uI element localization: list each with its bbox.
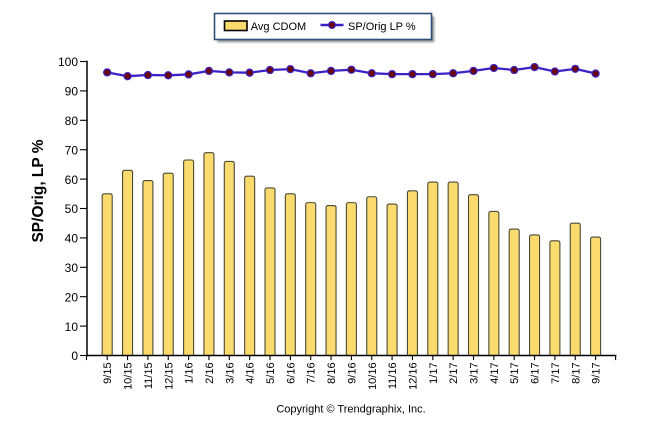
svg-text:2/16: 2/16: [204, 362, 216, 383]
svg-text:6/17: 6/17: [530, 362, 542, 383]
svg-text:2/17: 2/17: [448, 362, 460, 383]
svg-text:0: 0: [71, 349, 78, 363]
svg-text:1/16: 1/16: [184, 362, 196, 383]
svg-text:9/16: 9/16: [346, 362, 358, 383]
svg-text:Copyright © Trendgraphix, Inc.: Copyright © Trendgraphix, Inc.: [276, 403, 425, 415]
svg-text:5/16: 5/16: [265, 362, 277, 383]
svg-text:9/17: 9/17: [591, 362, 603, 383]
svg-text:70: 70: [65, 143, 79, 157]
svg-text:4/16: 4/16: [245, 362, 257, 383]
svg-text:50: 50: [65, 202, 79, 216]
svg-text:9/15: 9/15: [102, 362, 114, 383]
svg-text:11/16: 11/16: [387, 362, 399, 389]
svg-text:6/16: 6/16: [285, 362, 297, 383]
svg-text:10/15: 10/15: [123, 362, 135, 390]
svg-text:10/16: 10/16: [367, 362, 379, 390]
svg-text:11/15: 11/15: [143, 362, 155, 389]
svg-text:3/17: 3/17: [469, 362, 481, 383]
svg-text:1/17: 1/17: [428, 362, 440, 383]
svg-text:SP/Orig LP %: SP/Orig LP %: [348, 21, 416, 33]
svg-text:5/17: 5/17: [509, 362, 521, 383]
svg-text:Avg CDOM: Avg CDOM: [251, 21, 306, 33]
svg-text:60: 60: [65, 173, 79, 187]
svg-text:40: 40: [65, 232, 79, 246]
svg-text:8/16: 8/16: [326, 362, 338, 383]
svg-text:12/15: 12/15: [163, 362, 175, 390]
svg-text:SP/Orig, LP %: SP/Orig, LP %: [30, 139, 47, 242]
svg-text:30: 30: [65, 261, 79, 275]
svg-text:7/17: 7/17: [550, 362, 562, 383]
svg-text:90: 90: [65, 85, 79, 99]
svg-text:10: 10: [65, 320, 79, 334]
svg-text:100: 100: [58, 55, 78, 69]
svg-text:3/16: 3/16: [224, 362, 236, 383]
svg-text:8/17: 8/17: [570, 362, 582, 383]
svg-text:4/17: 4/17: [489, 362, 501, 383]
svg-text:20: 20: [65, 290, 79, 304]
svg-text:80: 80: [65, 114, 79, 128]
svg-text:12/16: 12/16: [407, 362, 419, 390]
svg-text:7/16: 7/16: [306, 362, 318, 383]
